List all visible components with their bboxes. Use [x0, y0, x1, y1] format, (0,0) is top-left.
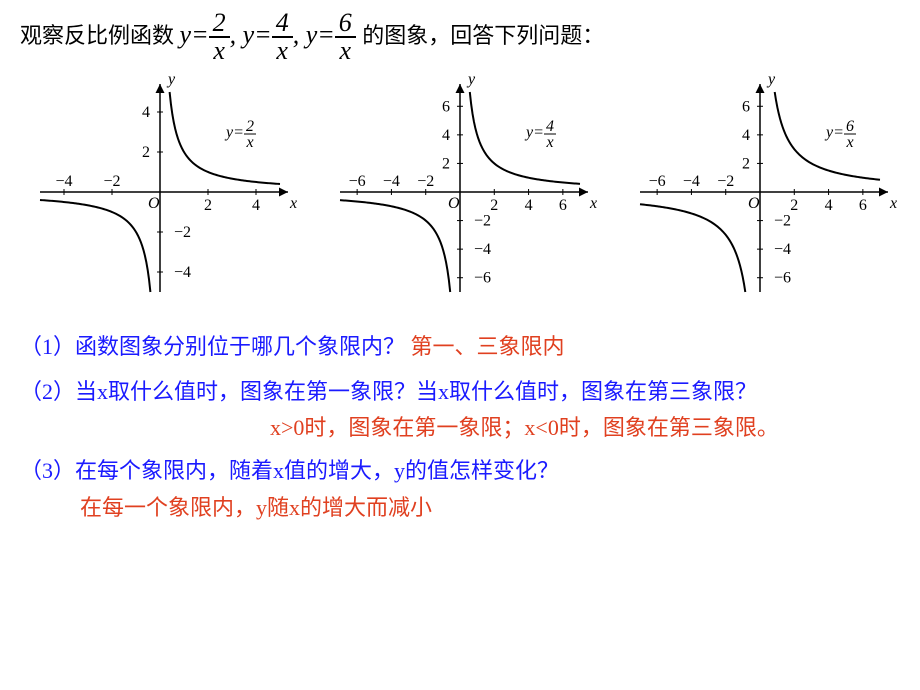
svg-text:2: 2 — [742, 155, 750, 172]
svg-text:6: 6 — [742, 98, 750, 115]
svg-text:−4: −4 — [683, 173, 700, 190]
svg-text:2: 2 — [790, 197, 798, 214]
q2-text: 当x取什么值时，图象在第一象限？当x取什么值时，图象在第三象限？ — [75, 379, 757, 404]
svg-text:−2: −2 — [103, 173, 120, 190]
svg-text:4: 4 — [142, 104, 150, 121]
svg-text:x: x — [289, 195, 297, 212]
svg-text:y: y — [466, 72, 476, 88]
svg-text:−2: −2 — [774, 213, 791, 230]
svg-text:x: x — [245, 134, 253, 151]
q2-number: （2） — [20, 379, 75, 404]
question-1: （1）函数图象分别位于哪几个象限内？ 第一、三象限内 — [20, 328, 900, 365]
svg-text:−2: −2 — [417, 173, 434, 190]
svg-text:x: x — [545, 134, 553, 151]
svg-text:2: 2 — [246, 118, 254, 135]
svg-text:−2: −2 — [474, 213, 491, 230]
q1-number: （1） — [20, 334, 75, 359]
question-3: （3）在每个象限内，随着x值的增大，y的值怎样变化？ 在每一个象限内，y随x的增… — [20, 452, 900, 527]
graph-3: −6−4−2246−6−4−2246Oxyy=6x — [620, 72, 900, 312]
q3-text: 在每个象限内，随着x值的增大，y的值怎样变化？ — [75, 458, 559, 483]
svg-text:−4: −4 — [474, 241, 491, 258]
svg-text:6: 6 — [442, 98, 450, 115]
svg-text:y=: y= — [824, 124, 844, 141]
svg-text:4: 4 — [252, 197, 260, 214]
svg-text:−2: −2 — [717, 173, 734, 190]
q3-answer: 在每一个象限内，y随x的增大而减小 — [20, 489, 900, 526]
svg-text:O: O — [448, 195, 460, 212]
svg-text:4: 4 — [825, 197, 833, 214]
svg-text:4: 4 — [525, 197, 533, 214]
svg-text:−4: −4 — [774, 241, 791, 258]
svg-text:2: 2 — [490, 197, 498, 214]
svg-text:−6: −6 — [774, 270, 791, 287]
intro-text: 观察反比例函数 y=2x, y=4x, y=6x 的图象，回答下列问题： — [20, 10, 900, 64]
svg-text:6: 6 — [859, 197, 867, 214]
svg-text:x: x — [589, 195, 597, 212]
svg-text:−6: −6 — [349, 173, 366, 190]
svg-text:y=: y= — [524, 124, 544, 141]
q1-answer: 第一、三象限内 — [411, 334, 565, 359]
svg-text:2: 2 — [142, 144, 150, 161]
graph-2: −6−4−2246−6−4−2246Oxyy=4x — [320, 72, 600, 312]
graph-1: −4−224−4−224Oxyy=2x — [20, 72, 300, 312]
svg-text:−6: −6 — [649, 173, 666, 190]
svg-text:O: O — [748, 195, 760, 212]
svg-text:−2: −2 — [174, 224, 191, 241]
svg-text:−6: −6 — [474, 270, 491, 287]
question-2: （2）当x取什么值时，图象在第一象限？当x取什么值时，图象在第三象限？ x>0时… — [20, 373, 900, 443]
svg-text:x: x — [889, 195, 897, 212]
svg-text:−4: −4 — [383, 173, 400, 190]
svg-text:y: y — [166, 72, 176, 88]
svg-text:4: 4 — [546, 118, 554, 135]
svg-text:y: y — [766, 72, 776, 88]
svg-text:6: 6 — [559, 197, 567, 214]
q1-text: 函数图象分别位于哪几个象限内？ — [75, 334, 405, 359]
questions: （1）函数图象分别位于哪几个象限内？ 第一、三象限内 （2）当x取什么值时，图象… — [20, 328, 900, 527]
svg-text:2: 2 — [204, 197, 212, 214]
svg-text:2: 2 — [442, 155, 450, 172]
svg-text:y=: y= — [224, 124, 244, 141]
svg-text:x: x — [845, 134, 853, 151]
q3-number: （3） — [20, 458, 75, 483]
graphs-row: −4−224−4−224Oxyy=2x −6−4−2246−6−4−2246Ox… — [20, 72, 900, 312]
svg-text:4: 4 — [742, 127, 750, 144]
intro-part2: 的图象，回答下列问题： — [362, 23, 604, 48]
svg-text:O: O — [148, 195, 160, 212]
intro-part1: 观察反比例函数 — [20, 23, 174, 48]
equations: y=2x, y=4x, y=6x — [180, 20, 363, 49]
svg-text:4: 4 — [442, 127, 450, 144]
svg-text:−4: −4 — [55, 173, 72, 190]
q2-answer: x>0时，图象在第一象限；x<0时，图象在第三象限。 — [20, 411, 900, 444]
svg-text:−4: −4 — [174, 264, 191, 281]
svg-text:6: 6 — [846, 118, 854, 135]
